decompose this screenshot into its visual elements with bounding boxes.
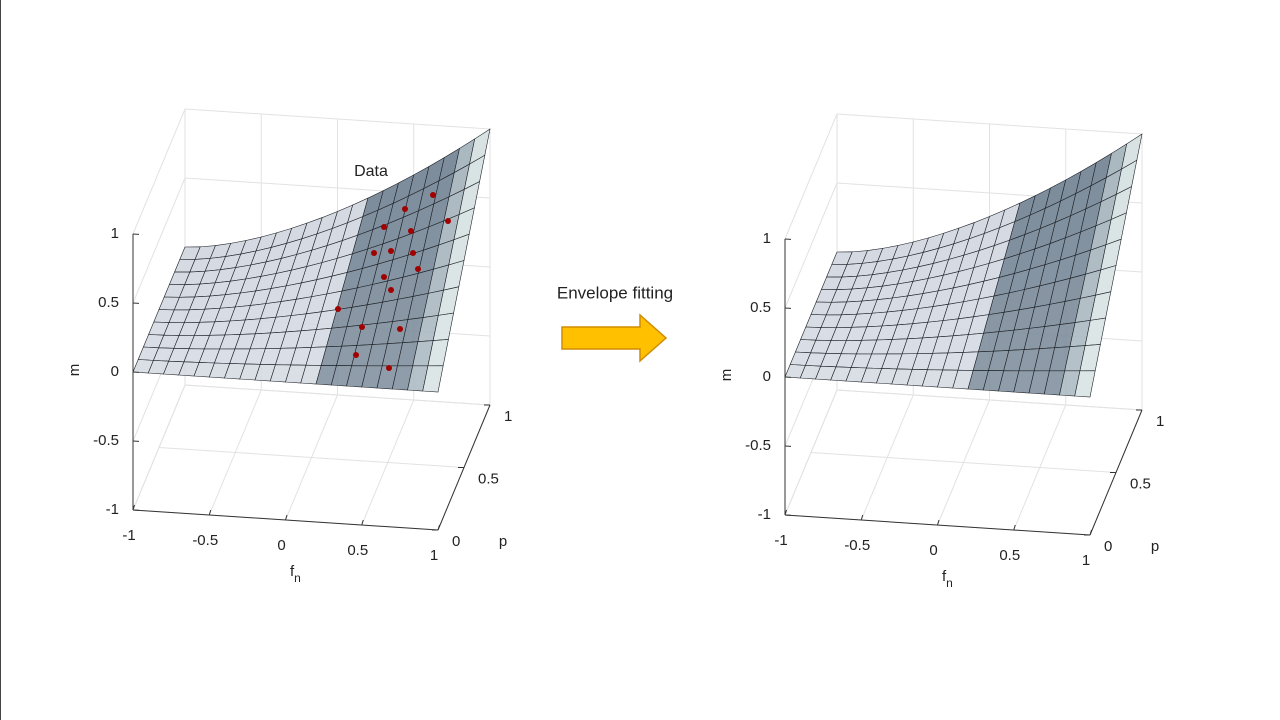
tick-mark [132, 504, 135, 511]
x-tick-label: 0.5 [999, 547, 1020, 564]
x-axis-label-sub: n [294, 571, 301, 585]
data-point [388, 287, 394, 293]
data-point [381, 224, 387, 230]
y-tick-label: 0 [452, 533, 460, 550]
tick-mark [937, 519, 940, 526]
grid-line [836, 113, 1143, 135]
tick-mark [208, 509, 212, 516]
x-tick-label: 0 [929, 542, 937, 559]
data-point [353, 352, 359, 358]
tick-mark [1089, 529, 1092, 536]
y-axis-label: p [1151, 538, 1159, 555]
arrow [561, 313, 668, 363]
tick-mark [784, 509, 787, 516]
z-tick-label: 0.5 [98, 294, 119, 311]
grid-line [132, 108, 186, 235]
y-tick-label: 0.5 [1130, 475, 1151, 492]
x-axis-label-sub: n [946, 576, 953, 590]
z-tick-label: -0.5 [745, 437, 771, 454]
x-tick-label: 1 [430, 547, 438, 564]
annotation: Data [354, 163, 388, 180]
arrow-label: Envelope fitting [557, 283, 673, 302]
x-tick-label: 0.5 [347, 542, 368, 559]
grid-line [810, 452, 1117, 473]
y-tick-label: 0 [1104, 538, 1112, 555]
z-tick-label: 1 [111, 225, 119, 242]
y-tick-label: 1 [504, 408, 512, 425]
grid-line [184, 108, 491, 130]
x-tick-label: 1 [1082, 552, 1090, 569]
y-tick-label: 1 [1156, 413, 1164, 430]
x-tick-label: -1 [122, 527, 135, 544]
grid-line [132, 177, 186, 304]
data-point [415, 266, 421, 272]
tick-mark [437, 524, 440, 531]
data-point [371, 250, 377, 256]
tick-mark [361, 519, 364, 526]
data-point [430, 192, 436, 198]
z-axis-label: m [718, 369, 735, 382]
x-tick-label: 0 [277, 537, 285, 554]
z-tick-label: -1 [106, 501, 119, 518]
data-point [359, 324, 365, 330]
tick-mark [285, 514, 288, 521]
z-axis-label: m [66, 364, 83, 377]
z-tick-label: 0.5 [750, 299, 771, 316]
grid-line [184, 384, 491, 406]
grid-line [158, 447, 465, 468]
z-tick-label: -1 [758, 506, 771, 523]
y-axis-label: p [499, 533, 507, 550]
z-tick-label: 0 [111, 363, 119, 380]
data-point [335, 306, 341, 312]
tick-mark [860, 514, 864, 521]
grid-line [836, 389, 1143, 411]
z-tick-label: 0 [763, 368, 771, 385]
data-point [381, 274, 387, 280]
z-tick-label: -0.5 [93, 432, 119, 449]
tick-mark [1013, 524, 1016, 531]
data-point [410, 250, 416, 256]
data-point [445, 218, 451, 224]
x-tick-label: -1 [774, 532, 787, 549]
data-point [402, 206, 408, 212]
x-tick-label: -0.5 [844, 537, 870, 554]
grid-line [784, 182, 838, 309]
z-tick-label: 1 [763, 230, 771, 247]
x-axis-label-main: f [290, 563, 295, 580]
surface-patch [422, 365, 444, 393]
data-point [408, 228, 414, 234]
grid-line [784, 113, 838, 240]
x-tick-label: -0.5 [192, 532, 218, 549]
data-point [397, 326, 403, 332]
data-point [386, 365, 392, 371]
y-tick-label: 0.5 [478, 470, 499, 487]
surface-patch [1074, 370, 1096, 398]
data-point [388, 248, 394, 254]
x-axis-label: fn [290, 563, 301, 585]
x-axis-label-main: f [942, 568, 947, 585]
x-axis-label: fn [942, 568, 953, 590]
